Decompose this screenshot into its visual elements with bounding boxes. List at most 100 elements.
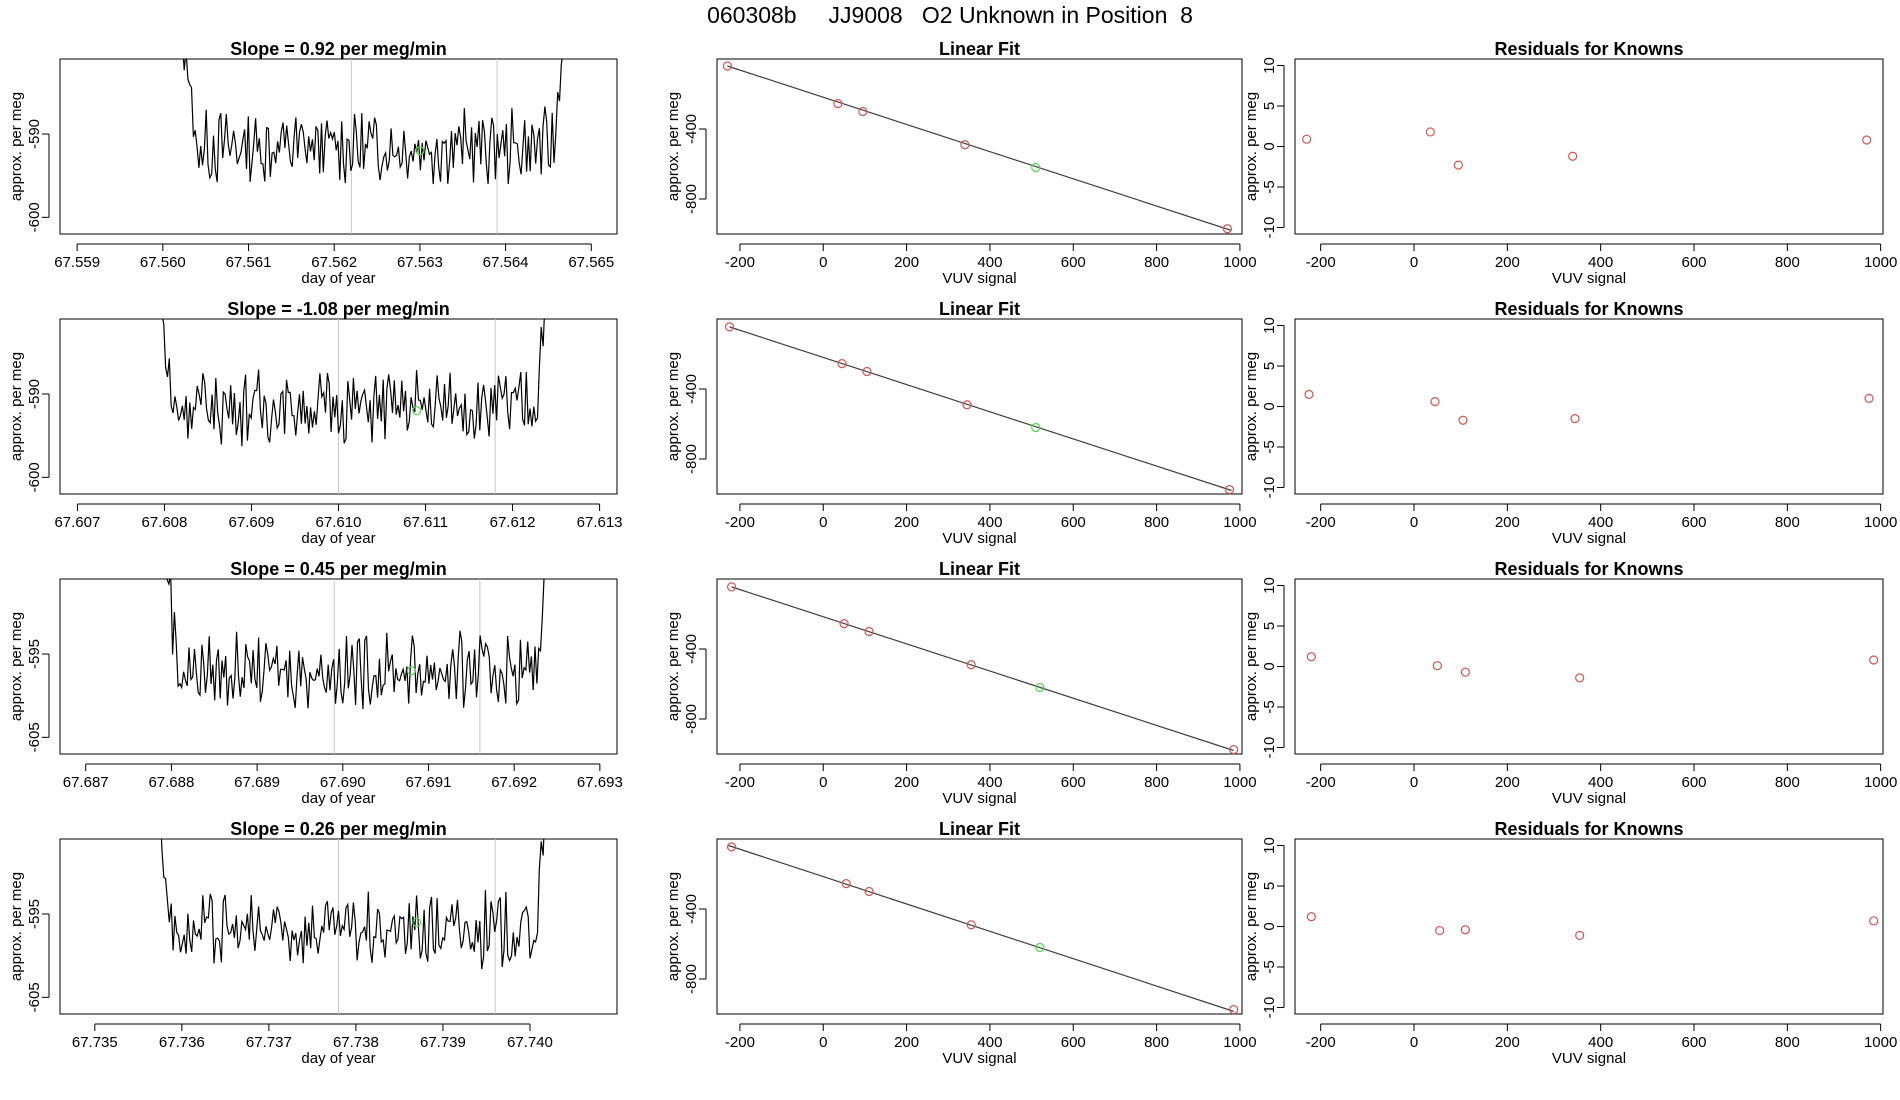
y-tick-label: -5 (1261, 960, 1278, 973)
x-tick-label: 200 (1495, 1034, 1520, 1051)
residual-point (1458, 415, 1468, 425)
unknown-point (412, 917, 422, 927)
unknown-point (415, 146, 425, 156)
x-tick-label: 0 (1410, 514, 1418, 531)
y-tick-label: -400 (683, 634, 700, 664)
known-point (1229, 1005, 1239, 1015)
y-tick-label: -10 (1261, 737, 1278, 759)
y-axis-label: approx. per meg (1243, 612, 1260, 721)
x-tick-label: 0 (819, 514, 827, 531)
y-tick-label: 10 (1261, 57, 1278, 74)
y-tick-label: -800 (683, 964, 700, 994)
fit-line (729, 326, 1232, 492)
panel-title: Slope = 0.45 per meg/min (230, 559, 447, 579)
known-point (960, 140, 970, 150)
x-tick-label: 200 (894, 514, 919, 531)
known-point (839, 619, 849, 629)
residual-point (1862, 135, 1872, 145)
x-tick-label: -200 (725, 514, 755, 531)
plot-frame (1294, 578, 1884, 755)
residual-point (1304, 389, 1314, 399)
residual-point (1575, 930, 1585, 941)
y-axis-label: approx. per meg (665, 612, 682, 721)
x-tick-label: 800 (1144, 514, 1169, 531)
x-tick-label: 400 (977, 774, 1002, 791)
y-axis-label: approx. per meg (1243, 92, 1260, 201)
x-tick-label: 67.735 (72, 1034, 118, 1051)
residual-point (1869, 916, 1879, 926)
plot-frame (716, 58, 1243, 235)
trace-panel: 67.559 67.560 67.561 67.562 67.563 67.564 67.5… (8, 39, 618, 287)
x-tick-label: 67.565 (568, 254, 614, 271)
x-tick-label: 67.560 (140, 254, 186, 271)
x-tick-label: 67.687 (63, 774, 109, 791)
x-tick-label: 67.561 (226, 254, 272, 271)
residuals-panel: -200 0 200 400 600 800 1000 VUV signal 10 5 0 -5 -10… (1243, 559, 1897, 807)
residual-point (1306, 912, 1316, 922)
panel-title: Linear Fit (939, 559, 1020, 579)
x-tick-label: 400 (977, 254, 1002, 271)
page-title: 060308b JJ9008 O2 Unknown in Position 8 (707, 2, 1193, 28)
known-point (724, 322, 735, 332)
y-tick-label: 0 (1261, 142, 1278, 150)
y-tick-label: -590 (26, 119, 43, 149)
residual-point (1302, 134, 1312, 144)
x-axis-label: VUV signal (942, 530, 1016, 547)
residual-point (1570, 414, 1580, 424)
known-point (862, 366, 872, 377)
x-axis-label: VUV signal (942, 1050, 1016, 1067)
x-tick-label: 600 (1681, 1034, 1706, 1051)
known-point (858, 106, 868, 117)
x-tick-label: 800 (1775, 514, 1800, 531)
y-tick-label: -10 (1261, 217, 1278, 239)
x-tick-label: 67.611 (403, 514, 448, 531)
x-tick-label: 400 (1588, 254, 1613, 271)
x-tick-label: 200 (894, 1034, 919, 1051)
known-point (864, 886, 874, 897)
known-point (966, 920, 976, 930)
x-tick-label: 400 (1588, 774, 1613, 791)
x-tick-label: 67.739 (420, 1034, 466, 1051)
x-tick-label: 200 (894, 774, 919, 791)
y-tick-label: -595 (26, 899, 43, 929)
x-tick-label: -200 (1306, 254, 1336, 271)
x-tick-label: 1000 (1864, 1034, 1897, 1051)
x-tick-label: 600 (1061, 514, 1086, 531)
residual-point (1575, 673, 1585, 683)
x-tick-label: -200 (725, 1034, 755, 1051)
x-tick-label: 1000 (1223, 1034, 1256, 1051)
x-tick-label: 600 (1061, 774, 1086, 791)
x-tick-label: 67.562 (311, 254, 357, 271)
unknown-point (412, 406, 422, 416)
y-tick-label: -800 (683, 444, 700, 474)
known-point (726, 582, 737, 592)
x-tick-label: 800 (1775, 254, 1800, 271)
x-tick-label: 1000 (1223, 514, 1256, 531)
unknown-point (1035, 942, 1045, 953)
x-tick-label: 400 (1588, 514, 1613, 531)
x-tick-label: -200 (725, 254, 755, 271)
plot-frame (1294, 838, 1884, 1015)
x-tick-label: 67.693 (577, 774, 623, 791)
x-tick-label: 67.688 (148, 774, 194, 791)
residual-point (1430, 397, 1440, 407)
residual-point (1460, 925, 1470, 935)
x-tick-label: 600 (1681, 774, 1706, 791)
x-tick-label: 67.612 (490, 514, 536, 531)
fit-line (727, 65, 1232, 232)
y-axis-label: approx. per meg (665, 92, 682, 201)
x-tick-label: 200 (894, 254, 919, 271)
x-tick-label: 0 (1410, 774, 1418, 791)
y-tick-label: 10 (1261, 317, 1278, 334)
known-point (962, 400, 972, 410)
plot-frame (59, 58, 618, 235)
panel-title: Linear Fit (939, 299, 1020, 319)
x-tick-label: 600 (1061, 254, 1086, 271)
known-point (864, 626, 874, 637)
x-tick-label: 200 (1495, 774, 1520, 791)
x-tick-label: 1000 (1864, 514, 1897, 531)
panel-title: Slope = -1.08 per meg/min (227, 299, 450, 319)
residuals-panel: -200 0 200 400 600 800 1000 VUV signal 10 5 0 -5 -10… (1243, 39, 1897, 287)
x-tick-label: -200 (1306, 774, 1336, 791)
